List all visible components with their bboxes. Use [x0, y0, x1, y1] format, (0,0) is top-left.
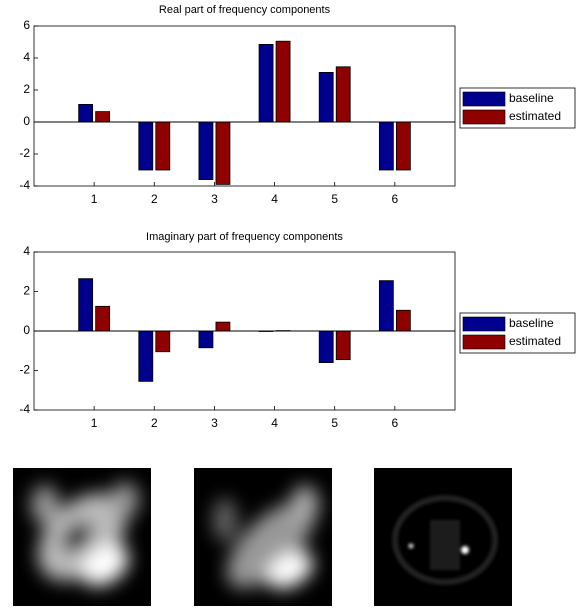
y-tick-label: 4 — [23, 244, 30, 258]
bar — [95, 111, 111, 123]
bar — [198, 121, 214, 180]
image-2 — [194, 468, 332, 606]
bar — [395, 309, 411, 332]
x-tick-label: 1 — [91, 192, 98, 206]
bar — [378, 121, 394, 171]
bar — [95, 305, 111, 332]
y-tick-label: -4 — [19, 402, 30, 416]
y-tick-label: 4 — [23, 50, 30, 64]
legend-swatch — [462, 91, 506, 107]
bar — [155, 330, 171, 353]
bar — [78, 278, 94, 332]
x-tick-label: 2 — [151, 192, 158, 206]
x-tick-label: 6 — [392, 416, 399, 430]
legend-swatch — [462, 334, 506, 350]
bar — [155, 121, 171, 171]
x-tick-label: 3 — [211, 416, 218, 430]
legend-swatch — [462, 316, 506, 332]
bar — [215, 321, 231, 332]
x-tick-label: 3 — [211, 192, 218, 206]
x-tick-label: 1 — [91, 416, 98, 430]
bar — [138, 330, 154, 382]
y-tick-label: 0 — [23, 323, 30, 337]
bar — [378, 280, 394, 332]
bar — [138, 121, 154, 171]
x-tick-label: 5 — [331, 416, 338, 430]
bar — [318, 330, 334, 364]
x-tick-label: 2 — [151, 416, 158, 430]
legend-swatch — [462, 109, 506, 125]
bar — [275, 40, 291, 123]
legend-label: estimated — [509, 334, 561, 348]
y-tick-label: 2 — [23, 82, 30, 96]
bar — [78, 104, 94, 123]
legend-label: baseline — [509, 91, 554, 105]
bar — [258, 44, 274, 123]
chart-title: Imaginary part of frequency components — [146, 231, 343, 243]
bar — [215, 121, 231, 185]
axes-frame — [33, 25, 456, 187]
y-tick-label: -4 — [19, 178, 30, 192]
legend-label: estimated — [509, 109, 561, 123]
legend-label: baseline — [509, 316, 554, 330]
y-tick-label: 0 — [23, 114, 30, 128]
y-tick-label: 2 — [23, 284, 30, 298]
bar — [318, 72, 334, 123]
bar — [198, 330, 214, 349]
image-3 — [374, 468, 512, 606]
x-tick-label: 4 — [271, 416, 278, 430]
x-tick-label: 5 — [331, 192, 338, 206]
x-tick-label: 6 — [392, 192, 399, 206]
y-tick-label: 6 — [23, 18, 30, 32]
bar — [335, 330, 351, 361]
bar — [395, 121, 411, 171]
x-tick-label: 4 — [271, 192, 278, 206]
bar — [335, 66, 351, 123]
y-tick-label: -2 — [19, 363, 30, 377]
image-1 — [13, 468, 151, 606]
y-tick-label: -2 — [19, 146, 30, 160]
chart-title: Real part of frequency components — [159, 4, 331, 16]
